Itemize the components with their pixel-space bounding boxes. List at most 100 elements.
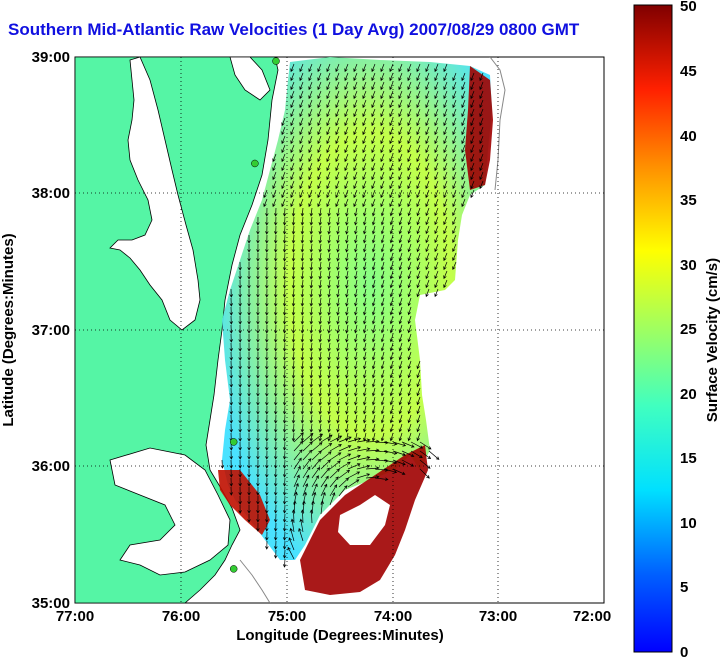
velocity-vector-arrow	[265, 324, 269, 334]
velocity-vector-arrow	[247, 279, 251, 289]
velocity-vector-arrow	[229, 486, 233, 496]
velocity-vector-arrow	[392, 441, 407, 447]
velocity-vector-arrow	[371, 171, 376, 181]
velocity-vector-arrow	[293, 474, 300, 488]
colorbar-tick-label: 20	[680, 386, 697, 403]
velocity-vector-arrow	[238, 405, 242, 415]
velocity-vector-arrow	[338, 477, 350, 488]
velocity-vector-arrow	[425, 279, 430, 289]
velocity-vector-arrow	[461, 162, 466, 172]
velocity-vector-arrow	[300, 207, 305, 217]
velocity-vector-arrow	[327, 369, 331, 379]
velocity-vector-arrow	[291, 261, 296, 271]
velocity-vector-arrow	[291, 306, 296, 316]
velocity-vector-arrow	[256, 279, 260, 289]
velocity-vector-arrow	[318, 297, 322, 307]
velocity-vector-arrow	[347, 437, 362, 443]
velocity-vector-arrow	[380, 333, 385, 343]
velocity-vector-arrow	[336, 207, 340, 217]
velocity-vector-arrow	[290, 108, 295, 118]
velocity-vector-arrow	[318, 324, 322, 334]
velocity-vector-arrow	[282, 333, 287, 343]
velocity-vector-arrow	[263, 189, 268, 199]
velocity-vector-arrow	[345, 315, 349, 325]
velocity-vector-arrow	[434, 126, 439, 136]
velocity-vector-arrow	[380, 63, 385, 73]
velocity-vector-arrow	[354, 234, 358, 244]
velocity-vector-arrow	[273, 459, 278, 469]
velocity-vector-arrow	[318, 315, 322, 325]
colorbar-tick-label: 10	[680, 515, 697, 532]
velocity-vector-arrow	[329, 435, 343, 443]
velocity-vector-arrow	[479, 72, 484, 82]
velocity-vector-arrow	[273, 504, 278, 514]
velocity-vector-arrow	[300, 288, 305, 298]
velocity-vector-arrow	[327, 396, 331, 406]
velocity-vector-arrow	[247, 333, 251, 343]
velocity-vector-arrow	[265, 414, 269, 424]
velocity-vector-arrow	[265, 378, 269, 388]
velocity-vector-arrow	[318, 414, 322, 424]
velocity-vector-arrow	[380, 288, 385, 298]
velocity-vector-arrow	[416, 243, 421, 253]
velocity-vector-arrow	[335, 180, 340, 190]
velocity-vector-arrow	[309, 297, 314, 307]
velocity-vector-arrow	[265, 351, 269, 361]
velocity-vector-arrow	[326, 162, 331, 172]
velocity-vector-arrow	[336, 261, 340, 271]
velocity-vector-arrow	[407, 351, 412, 361]
velocity-vector-arrow	[291, 216, 296, 226]
velocity-vector-arrow	[311, 450, 322, 461]
velocity-vector-arrow	[300, 306, 305, 316]
velocity-vector-arrow	[320, 434, 333, 443]
velocity-vector-arrow	[335, 108, 340, 118]
velocity-vector-arrow	[479, 171, 484, 181]
velocity-vector-arrow	[335, 90, 340, 100]
velocity-vector-arrow	[299, 153, 304, 163]
velocity-vector-arrow	[398, 126, 403, 136]
velocity-vector-arrow	[362, 153, 367, 163]
strong-current-cape	[218, 470, 270, 535]
velocity-vector-arrow	[238, 315, 242, 325]
velocity-vector-arrow	[416, 414, 421, 424]
velocity-vector-arrow	[317, 90, 322, 100]
velocity-vector-arrow	[398, 351, 403, 361]
velocity-vector-arrow	[238, 369, 242, 379]
velocity-vector-arrow	[282, 297, 287, 307]
velocity-vector-arrow	[300, 252, 305, 262]
velocity-vector-arrow	[416, 261, 421, 271]
y-tick-label: 39:00	[32, 49, 70, 66]
velocity-vector-arrow	[434, 198, 439, 208]
velocity-vector-arrow	[354, 207, 358, 217]
velocity-vector-arrow	[416, 72, 421, 82]
velocity-vector-arrow	[401, 441, 415, 448]
x-tick-label: 73:00	[479, 608, 517, 625]
velocity-vector-arrow	[282, 225, 287, 235]
velocity-vector-arrow	[229, 396, 233, 406]
velocity-vector-arrow	[320, 451, 332, 461]
velocity-vector-arrow	[300, 369, 305, 379]
velocity-vector-arrow	[407, 162, 412, 172]
velocity-vector-arrow	[353, 153, 358, 163]
velocity-vector-arrow	[309, 288, 314, 298]
radar-station-marker	[229, 438, 238, 446]
velocity-vector-arrow	[326, 180, 331, 190]
velocity-vector-arrow	[300, 360, 305, 370]
velocity-vector-arrow	[362, 198, 367, 208]
velocity-vector-arrow	[416, 423, 421, 433]
velocity-vector-arrow	[273, 333, 278, 343]
velocity-vector-arrow	[389, 63, 394, 73]
velocity-vector-arrow	[345, 414, 349, 424]
velocity-vectors	[220, 63, 484, 568]
velocity-vector-arrow	[443, 90, 448, 100]
radar-station-marker	[272, 57, 280, 65]
y-tick-label: 36:00	[32, 458, 70, 475]
velocity-vector-arrow	[238, 351, 242, 361]
velocity-vector-arrow	[344, 126, 349, 136]
velocity-vector-arrow	[318, 261, 322, 271]
velocity-vector-arrow	[335, 117, 340, 127]
velocity-vector-arrow	[371, 207, 376, 217]
velocity-vector-arrow	[308, 180, 313, 190]
velocity-vector-arrow	[282, 531, 287, 541]
velocity-vector-arrow	[416, 396, 421, 406]
